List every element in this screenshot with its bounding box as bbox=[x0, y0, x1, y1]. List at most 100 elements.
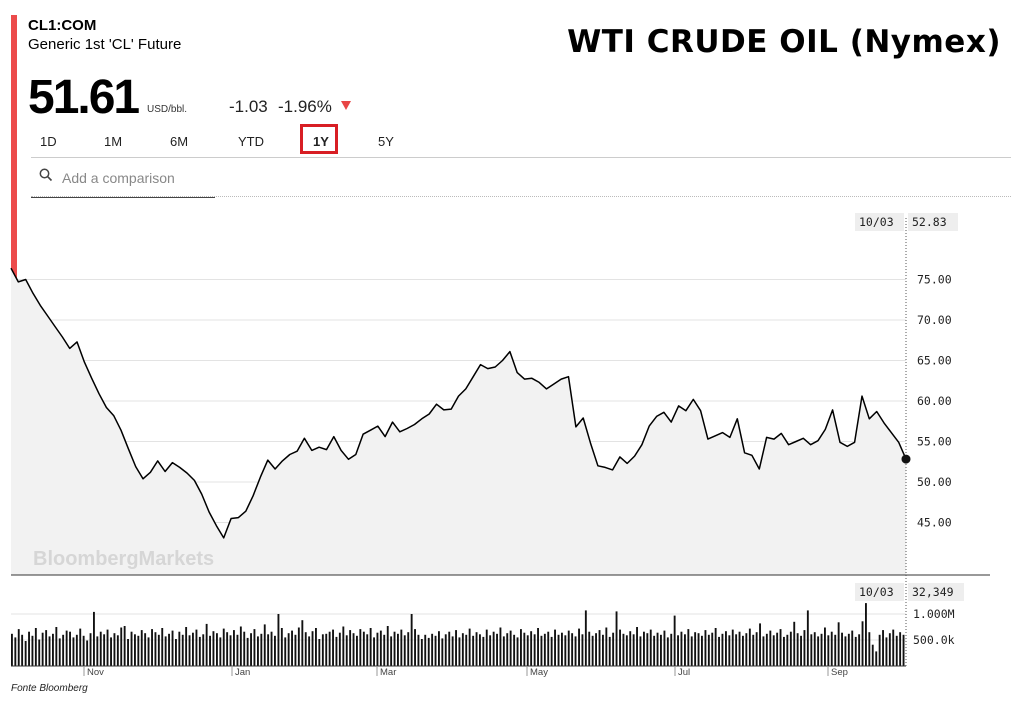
volume-bar bbox=[779, 629, 782, 666]
volume-bar bbox=[400, 629, 403, 666]
watermark: BloombergMarkets bbox=[33, 548, 214, 570]
volume-bar bbox=[496, 633, 498, 666]
volume-bar bbox=[820, 633, 823, 666]
volume-bar bbox=[373, 637, 375, 666]
volume-bar bbox=[865, 603, 867, 666]
price-change: -1.03 bbox=[229, 97, 268, 116]
volume-bar bbox=[325, 633, 328, 666]
volume-bar bbox=[608, 636, 611, 666]
volume-bar bbox=[116, 635, 119, 666]
instrument-description: Generic 1st 'CL' Future bbox=[28, 36, 182, 53]
volume-bar bbox=[550, 636, 553, 666]
price-unit: USD/bbl. bbox=[147, 104, 188, 115]
y-tick-label: 60.00 bbox=[917, 394, 952, 408]
volume-bar bbox=[164, 636, 167, 666]
volume-bar bbox=[728, 635, 731, 666]
volume-bar bbox=[48, 636, 51, 666]
tab-6m[interactable]: 6M bbox=[170, 134, 189, 149]
search-input[interactable]: Add a comparison bbox=[62, 170, 175, 186]
tab-1y[interactable]: 1Y bbox=[313, 134, 329, 149]
volume-bar bbox=[239, 626, 242, 666]
price-line bbox=[10, 267, 907, 539]
volume-bar bbox=[670, 633, 673, 666]
tab-divider bbox=[31, 157, 1011, 158]
volume-bar bbox=[844, 636, 847, 666]
volume-y-tick-label: 1.000M bbox=[913, 607, 955, 621]
volume-bar bbox=[643, 631, 645, 666]
volume-bar bbox=[72, 637, 75, 666]
volume-bar bbox=[431, 633, 434, 666]
volume-bar bbox=[58, 638, 61, 666]
cursor-date-box bbox=[855, 213, 904, 231]
volume-bar bbox=[427, 637, 430, 666]
volume-bar bbox=[834, 634, 837, 666]
volume-bar bbox=[287, 633, 290, 666]
volume-bar bbox=[356, 635, 358, 666]
volume-bar bbox=[690, 636, 693, 666]
volume-bar bbox=[455, 630, 457, 666]
volume-bar bbox=[902, 634, 905, 666]
volume-bar bbox=[721, 633, 724, 666]
volume-bar bbox=[656, 632, 659, 666]
volume-bar bbox=[629, 631, 632, 666]
volume-bar bbox=[841, 632, 843, 666]
tab-5y[interactable]: 5Y bbox=[378, 134, 394, 149]
volume-bar bbox=[294, 634, 297, 666]
volume-bar bbox=[461, 633, 464, 666]
volume-bar bbox=[595, 633, 597, 666]
volume-bar bbox=[499, 627, 502, 666]
volume-bar bbox=[687, 629, 690, 666]
volume-bar bbox=[222, 628, 225, 666]
volume-bar bbox=[393, 631, 396, 666]
volume-bar bbox=[748, 628, 751, 666]
volume-bar bbox=[277, 614, 280, 666]
volume-bar bbox=[837, 622, 840, 666]
last-point-marker bbox=[901, 454, 911, 464]
volume-bar bbox=[424, 634, 427, 666]
volume-bar bbox=[824, 627, 826, 666]
volume-bar bbox=[113, 633, 116, 666]
volume-bar bbox=[34, 628, 37, 666]
volume-bar bbox=[520, 629, 522, 666]
volume-bar bbox=[390, 636, 393, 666]
volume-bar bbox=[45, 630, 48, 666]
volume-bar bbox=[694, 632, 697, 666]
tab-1m[interactable]: 1M bbox=[104, 134, 123, 149]
volume-bar bbox=[489, 635, 492, 666]
volume-bar bbox=[885, 637, 888, 666]
x-tick-label: Jan bbox=[235, 667, 250, 678]
volume-bar bbox=[465, 634, 468, 666]
volume-bar bbox=[21, 634, 24, 666]
volume-bar bbox=[482, 636, 485, 666]
volume-bar bbox=[793, 621, 796, 666]
tab-ytd[interactable]: YTD bbox=[238, 134, 264, 149]
volume-bar bbox=[892, 629, 895, 666]
volume-bar bbox=[684, 634, 686, 666]
volume-bar bbox=[786, 634, 789, 666]
volume-bar bbox=[571, 633, 574, 666]
volume-bar bbox=[120, 627, 123, 666]
volume-bar bbox=[366, 634, 369, 666]
volume-bar bbox=[397, 633, 399, 666]
active-tab-highlight bbox=[300, 124, 338, 154]
volume-bar bbox=[383, 634, 386, 666]
volume-bar bbox=[800, 635, 802, 666]
volume-bar bbox=[96, 636, 99, 666]
search-icon bbox=[39, 168, 53, 182]
volume-bar bbox=[280, 628, 283, 666]
volume-bar bbox=[359, 629, 362, 666]
volume-bar bbox=[233, 630, 235, 666]
volume-bar bbox=[270, 631, 273, 666]
volume-bar bbox=[858, 634, 861, 666]
volume-bar bbox=[468, 628, 471, 666]
volume-bar bbox=[246, 637, 249, 666]
volume-bar bbox=[680, 631, 683, 666]
volume-bar bbox=[745, 633, 748, 666]
volume-bar bbox=[134, 634, 136, 666]
volume-bar bbox=[284, 637, 287, 666]
volume-bar bbox=[735, 634, 738, 666]
volume-bar bbox=[205, 623, 208, 666]
volume-bar bbox=[31, 635, 34, 666]
tab-1d[interactable]: 1D bbox=[40, 134, 57, 149]
